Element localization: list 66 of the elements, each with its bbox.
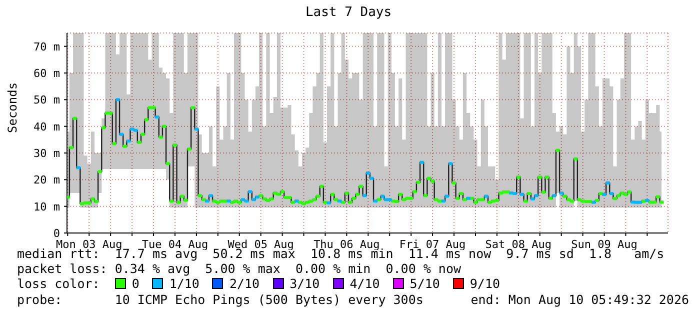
point [592,200,596,204]
point [155,116,160,118]
point [76,166,80,170]
point [134,128,138,132]
point [370,176,374,180]
point [373,200,378,202]
point [630,200,635,204]
point [338,200,342,202]
point [244,200,249,202]
point [484,194,488,198]
point [606,181,610,184]
point [240,198,245,202]
point [362,194,367,198]
point [466,196,470,200]
legend-label: 4/10 [350,276,380,291]
point [602,193,606,196]
y-tick-label: 20 m [34,174,60,187]
point [252,198,256,202]
legend-label: 1/10 [169,276,200,291]
point [530,197,535,200]
point [520,192,524,196]
point [116,98,120,102]
legend-label: 3/10 [290,276,320,291]
point [248,190,252,194]
y-tick-label: 40 m [34,120,60,134]
y-tick-label: 10 m [34,200,60,214]
chart-title: Last 7 Days [305,5,392,20]
point [294,200,299,202]
point [126,140,130,142]
text: end: Mon Aug 10 05:49:32 2026 [470,292,689,307]
point [255,196,260,198]
legend-label: 5/10 [410,276,440,291]
y-tick-label: 0 [53,227,60,240]
legend-label: 9/10 [470,276,500,291]
point [380,194,384,198]
point [638,200,642,204]
point [119,132,124,136]
point [559,192,564,194]
point [205,200,210,202]
y-tick-label: 50 m [34,94,60,107]
point [388,198,392,202]
legend-label: 0 [132,276,140,291]
y-tick-label: 70 m [34,40,60,54]
point [444,194,449,198]
point [609,192,614,196]
point [509,192,514,194]
point [552,194,556,198]
point [420,160,424,164]
legend-label: 2/10 [229,276,260,291]
legend-title: loss color: [17,276,100,291]
y-tick-label: 30 m [34,147,60,160]
point [194,128,198,130]
point [441,200,446,202]
point [326,201,331,204]
point [534,194,538,198]
point [226,200,231,202]
point [512,192,517,196]
point [208,194,213,198]
text: probe: 10 ICMP Echo Pings (500 Bytes) every 300s [17,292,424,307]
y-tick-label: 60 m [34,67,60,80]
y-axis-title: Seconds [5,82,20,133]
point [645,198,650,202]
point [448,162,452,166]
point [366,172,370,174]
text: packet loss: 0.34 % avg 5.00 % max 0.00 % min 0.00 % now [17,261,462,276]
point [130,128,134,130]
